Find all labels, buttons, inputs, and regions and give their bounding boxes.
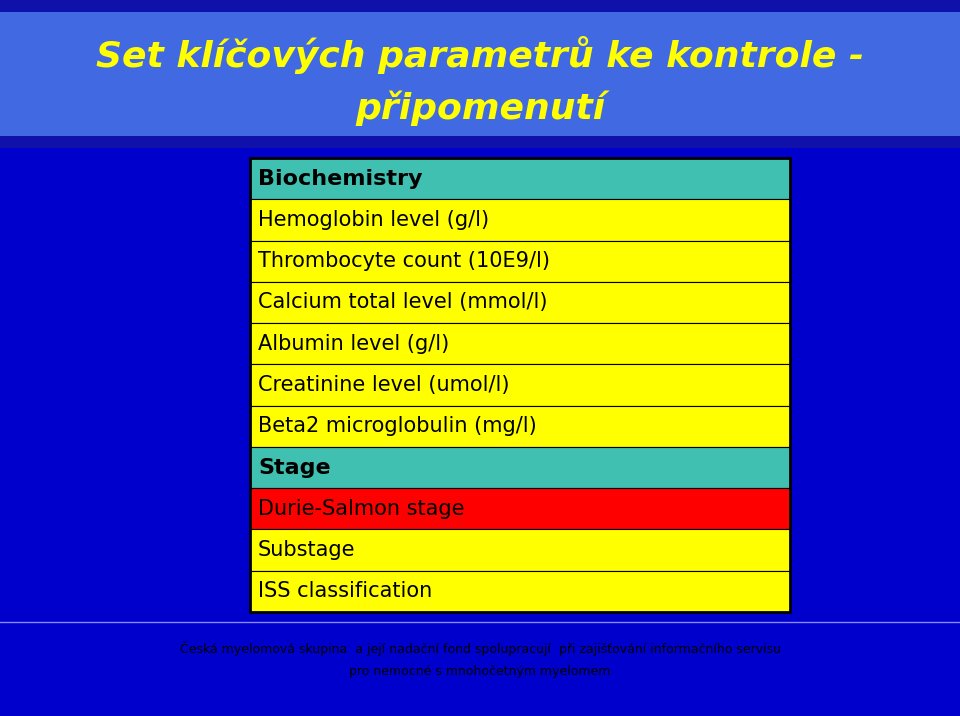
Text: Hemoglobin level (g/l): Hemoglobin level (g/l): [258, 210, 490, 230]
Bar: [250, 364, 790, 406]
Text: Albumin level (g/l): Albumin level (g/l): [258, 334, 449, 354]
Text: Calcium total level (mmol/l): Calcium total level (mmol/l): [258, 292, 547, 312]
Text: pro nemocné s mnohočetným myelomem: pro nemocné s mnohočetným myelomem: [349, 665, 611, 679]
Bar: [250, 282, 790, 323]
Text: Beta2 microglobulin (mg/l): Beta2 microglobulin (mg/l): [258, 416, 537, 436]
Bar: [0, 136, 960, 148]
Bar: [250, 571, 790, 612]
Bar: [250, 158, 790, 612]
Bar: [250, 488, 790, 529]
Bar: [250, 158, 790, 199]
Text: Thrombocyte count (10E9/l): Thrombocyte count (10E9/l): [258, 251, 550, 271]
Bar: [250, 406, 790, 447]
Bar: [0, 0, 960, 148]
Text: Stage: Stage: [258, 458, 330, 478]
Text: Durie-Salmon stage: Durie-Salmon stage: [258, 499, 465, 519]
Text: Substage: Substage: [258, 540, 355, 560]
Text: připomenutí: připomenutí: [355, 90, 605, 126]
Bar: [250, 241, 790, 282]
Text: Česká myelomová skupina  a její nadační fond spolupracují  při zajišťování infor: Česká myelomová skupina a její nadační f…: [180, 641, 780, 656]
Text: Creatinine level (umol/l): Creatinine level (umol/l): [258, 375, 510, 395]
Text: Set klíčových parametrů ke kontrole -: Set klíčových parametrů ke kontrole -: [96, 36, 864, 74]
Bar: [250, 529, 790, 571]
Bar: [0, 620, 960, 716]
Bar: [0, 0, 960, 12]
Bar: [250, 199, 790, 241]
Text: ISS classification: ISS classification: [258, 581, 432, 601]
Bar: [250, 323, 790, 364]
Bar: [250, 447, 790, 488]
Text: Biochemistry: Biochemistry: [258, 169, 422, 188]
